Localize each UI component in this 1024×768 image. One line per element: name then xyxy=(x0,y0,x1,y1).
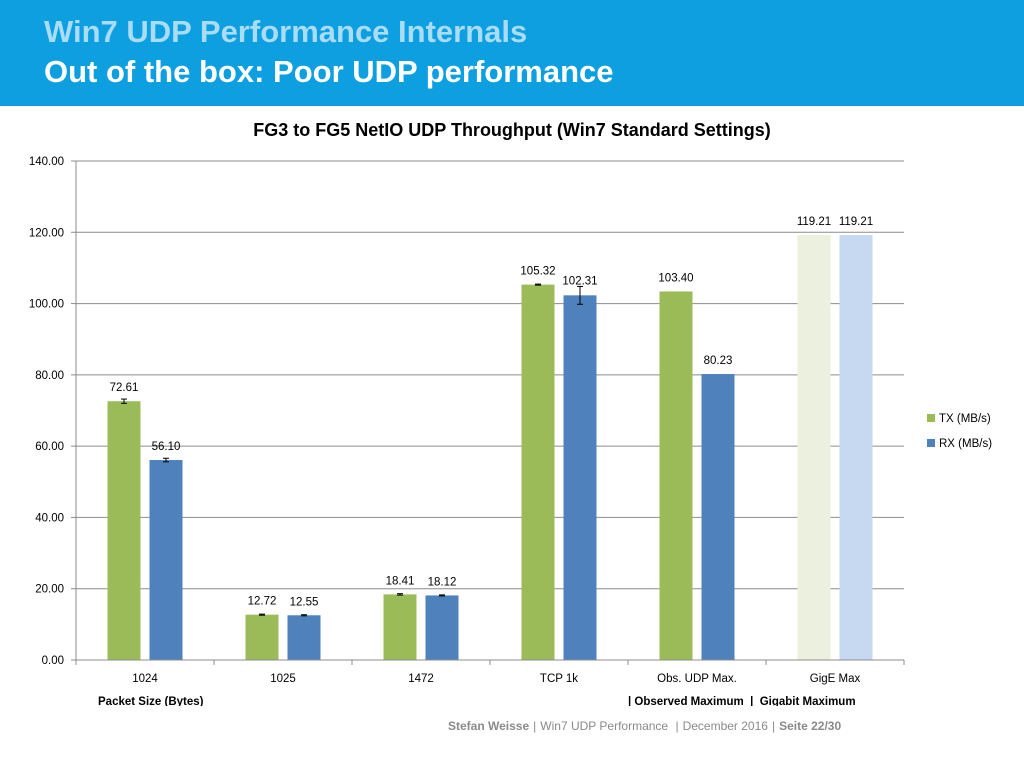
rx-bar xyxy=(563,295,597,660)
x-tick-label: TCP 1k xyxy=(540,673,578,685)
x-axis-note: | Observed Maximum | Gigabit Maximum xyxy=(628,696,856,706)
throughput-chart: FG3 to FG5 NetIO UDP Throughput (Win7 St… xyxy=(29,120,992,706)
footer-date: December 2016 xyxy=(682,719,768,733)
tx-bar xyxy=(797,235,831,660)
data-label: 18.41 xyxy=(386,575,415,587)
data-label: 18.12 xyxy=(428,576,457,588)
tx-bar xyxy=(659,291,693,660)
slide-subtitle: Out of the box: Poor UDP performance xyxy=(44,54,614,89)
footer: Stefan Weisse | Win7 UDP Performance | Dece… xyxy=(448,719,842,733)
legend-label-rx: RX (MB/s) xyxy=(939,438,992,450)
y-tick-label: 0.00 xyxy=(42,655,64,667)
y-tick-label: 100.00 xyxy=(29,299,64,311)
axes: 0.00 20.00 40.00 60.00 80.00 100.00 120.00 140.… xyxy=(29,156,905,685)
slide-header: Win7 UDP Performance Internals Out of th… xyxy=(0,0,1024,106)
rx-bar xyxy=(701,374,735,660)
footer-topic: Win7 UDP Performance xyxy=(540,719,669,733)
legend-swatch-tx xyxy=(927,414,935,422)
rx-bar xyxy=(839,235,873,660)
x-tick-label: 1472 xyxy=(408,673,434,685)
y-tick-label: 60.00 xyxy=(35,441,64,453)
tx-bar xyxy=(383,594,417,660)
y-tick-label: 80.00 xyxy=(35,370,64,382)
footer-author: Stefan Weisse xyxy=(448,719,530,733)
tx-bar xyxy=(107,401,141,660)
rx-bar xyxy=(287,615,321,660)
slide-title: Win7 UDP Performance Internals xyxy=(44,14,528,49)
x-tick-label: 1024 xyxy=(132,673,158,685)
data-label: 56.10 xyxy=(152,441,181,453)
x-tick-label: Obs. UDP Max. xyxy=(657,673,737,685)
tx-bar xyxy=(521,284,555,660)
data-label: 12.72 xyxy=(248,596,277,608)
data-label: 102.31 xyxy=(562,275,597,287)
data-label: 105.32 xyxy=(520,266,555,278)
x-tick-label: 1025 xyxy=(270,673,296,685)
rx-bar xyxy=(149,460,183,660)
x-tick-label: GigE Max xyxy=(810,673,861,685)
tx-bar xyxy=(245,614,279,660)
bars xyxy=(107,235,873,660)
legend-swatch-rx xyxy=(927,439,935,447)
data-label: 103.40 xyxy=(658,272,693,284)
chart-title: FG3 to FG5 NetIO UDP Throughput (Win7 St… xyxy=(253,120,771,140)
footer-page: Seite 22/30 xyxy=(779,719,842,733)
gridlines xyxy=(76,160,904,590)
y-tick-label: 120.00 xyxy=(29,227,64,239)
data-label: 12.55 xyxy=(290,596,319,608)
data-labels: 72.61 12.72 18.41 105.32 103.40 119.21 56.10 12… xyxy=(110,216,874,608)
data-label: 119.21 xyxy=(797,216,831,228)
data-label: 119.21 xyxy=(839,216,873,228)
data-label: 72.61 xyxy=(110,382,139,394)
y-tick-label: 40.00 xyxy=(35,512,64,524)
data-label: 80.23 xyxy=(704,355,733,367)
x-axis-title: Packet Size (Bytes) xyxy=(98,696,204,706)
legend: TX (MB/s) RX (MB/s) xyxy=(927,413,992,450)
y-tick-label: 20.00 xyxy=(35,584,64,596)
legend-label-tx: TX (MB/s) xyxy=(939,413,991,425)
y-tick-label: 140.00 xyxy=(29,156,64,168)
rx-bar xyxy=(425,595,459,660)
